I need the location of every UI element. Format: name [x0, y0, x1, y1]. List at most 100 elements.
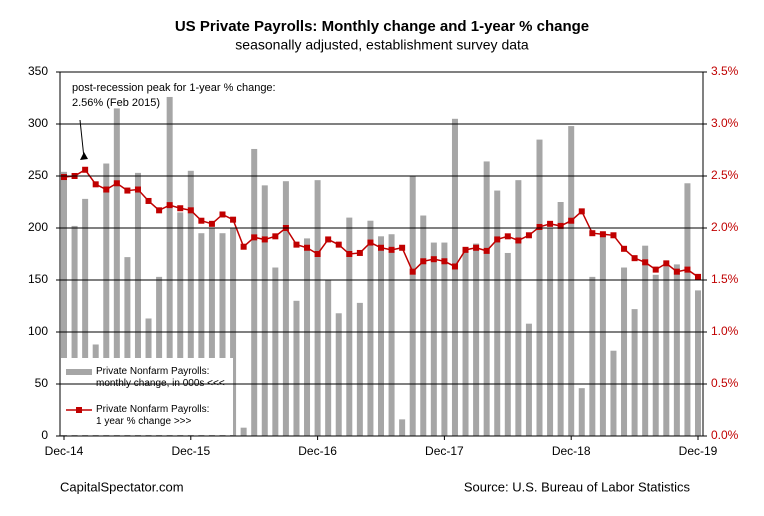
line-marker	[515, 237, 522, 244]
y2-tick-label: 3.5%	[711, 64, 739, 78]
line-marker	[483, 247, 490, 254]
line-marker	[166, 202, 173, 209]
line-marker	[642, 259, 649, 266]
line-marker	[145, 197, 152, 204]
bar	[272, 267, 279, 436]
line-marker	[494, 236, 501, 243]
bar	[325, 280, 332, 436]
annotation: post-recession peak for 1-year % change:	[72, 82, 276, 94]
line-marker	[378, 244, 384, 251]
bar	[240, 427, 247, 436]
bar	[113, 108, 120, 437]
bar	[61, 171, 67, 436]
line-marker	[578, 208, 585, 215]
bar	[695, 290, 701, 436]
line-marker	[430, 256, 437, 263]
bar	[673, 264, 680, 436]
bar	[473, 243, 480, 436]
line-marker	[187, 207, 194, 214]
bar	[525, 323, 532, 436]
line-marker	[631, 255, 638, 262]
grid	[56, 71, 707, 437]
line-marker	[695, 273, 701, 280]
legend-swatch-bars	[66, 369, 92, 375]
line-marker	[346, 251, 353, 257]
line-marker	[304, 244, 311, 251]
y2-tick-label: 2.0%	[711, 220, 739, 234]
line-marker	[356, 249, 363, 256]
bar	[124, 257, 131, 436]
annotation: 2.56% (Feb 2015)	[72, 97, 160, 109]
bar	[261, 185, 268, 436]
line-marker	[208, 220, 215, 227]
bar	[483, 161, 490, 436]
bar	[409, 176, 416, 436]
y2-tick-label: 3.0%	[711, 116, 739, 130]
legend-entry: Private Nonfarm Payrolls: monthly change…	[96, 366, 225, 389]
bars	[61, 96, 701, 437]
line-marker	[652, 266, 659, 273]
bar	[557, 202, 564, 436]
line-marker	[557, 222, 564, 229]
line-marker	[388, 246, 395, 253]
line-marker	[367, 239, 374, 246]
line-marker	[451, 263, 458, 270]
line-marker	[113, 180, 120, 187]
y2-tick-label: 1.0%	[711, 324, 739, 338]
line-marker	[335, 241, 342, 248]
bar	[621, 267, 628, 436]
line-marker	[420, 258, 427, 265]
legend-entry: Private Nonfarm Payrolls: 1 year % chang…	[96, 404, 210, 427]
bar	[71, 225, 78, 436]
line-marker	[441, 258, 448, 265]
y-tick-label: 350	[28, 64, 48, 78]
line-marker	[504, 233, 511, 240]
line-marker	[610, 232, 617, 239]
bar	[134, 172, 141, 436]
y2-tick-label: 1.5%	[711, 272, 739, 286]
y-tick-label: 0	[41, 428, 48, 442]
bar	[293, 300, 300, 436]
bar	[367, 220, 374, 436]
site-credit: CapitalSpectator.com	[60, 479, 184, 494]
bar	[684, 183, 691, 436]
line-marker	[230, 216, 237, 223]
line-marker	[547, 220, 554, 227]
line-marker	[61, 174, 67, 181]
bar	[388, 234, 395, 436]
line-marker	[92, 181, 99, 188]
bar	[198, 233, 205, 436]
bar	[251, 148, 258, 436]
chart-title: US Private Payrolls: Monthly change and …	[175, 18, 589, 35]
bar	[430, 242, 437, 436]
source: Source: U.S. Bureau of Labor Statistics	[464, 479, 691, 494]
line-marker	[103, 186, 110, 193]
line-marker	[536, 223, 543, 230]
bar	[187, 170, 194, 437]
x-tick-label: Dec-16	[298, 444, 337, 458]
bar	[399, 419, 406, 436]
bar	[515, 180, 522, 436]
bar	[568, 126, 575, 436]
y-tick-label: 200	[28, 220, 48, 234]
line-marker	[599, 231, 606, 238]
line-marker	[399, 244, 406, 251]
bar	[378, 236, 384, 436]
bar	[536, 139, 543, 436]
line-marker	[525, 232, 532, 239]
line-marker	[314, 251, 321, 257]
bar	[610, 350, 617, 436]
bar	[494, 190, 501, 436]
y2-tick-label: 0.5%	[711, 376, 739, 390]
bar	[166, 96, 173, 437]
line-marker	[589, 230, 596, 237]
line-marker	[251, 234, 258, 241]
bar	[631, 309, 638, 436]
line-marker	[240, 243, 247, 250]
y-tick-label: 300	[28, 116, 48, 130]
bar	[103, 163, 110, 436]
bar	[578, 388, 585, 436]
line-marker	[293, 241, 300, 248]
bar	[589, 276, 596, 436]
